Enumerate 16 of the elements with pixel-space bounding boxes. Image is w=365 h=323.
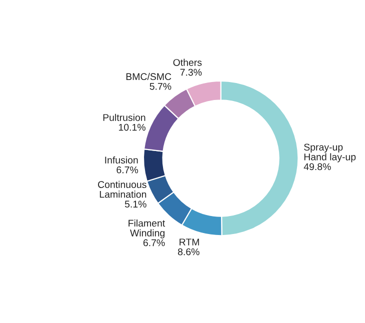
data-label: 8.6% <box>178 248 200 256</box>
data-label: 6.7% <box>143 239 165 246</box>
slice-label: Others <box>173 58 202 66</box>
slice-label: RTM <box>180 238 199 246</box>
slice-label: BMC/SMC <box>126 72 172 80</box>
slice-label: Continuous Lamination <box>98 180 146 198</box>
data-label: 5.7% <box>150 82 172 90</box>
data-label: 5.1% <box>124 200 146 208</box>
slice-label: Pultrusion <box>103 114 146 121</box>
slice-label: Spray-up Hand lay-up <box>304 144 356 162</box>
data-label: 10.1% <box>118 124 146 131</box>
slice-label: Infusion <box>105 156 138 164</box>
data-label: 6.7% <box>116 166 138 174</box>
slice-label: Filament Winding <box>128 220 166 238</box>
data-label: 7.3% <box>180 68 202 76</box>
data-label: 49.8% <box>304 163 331 170</box>
